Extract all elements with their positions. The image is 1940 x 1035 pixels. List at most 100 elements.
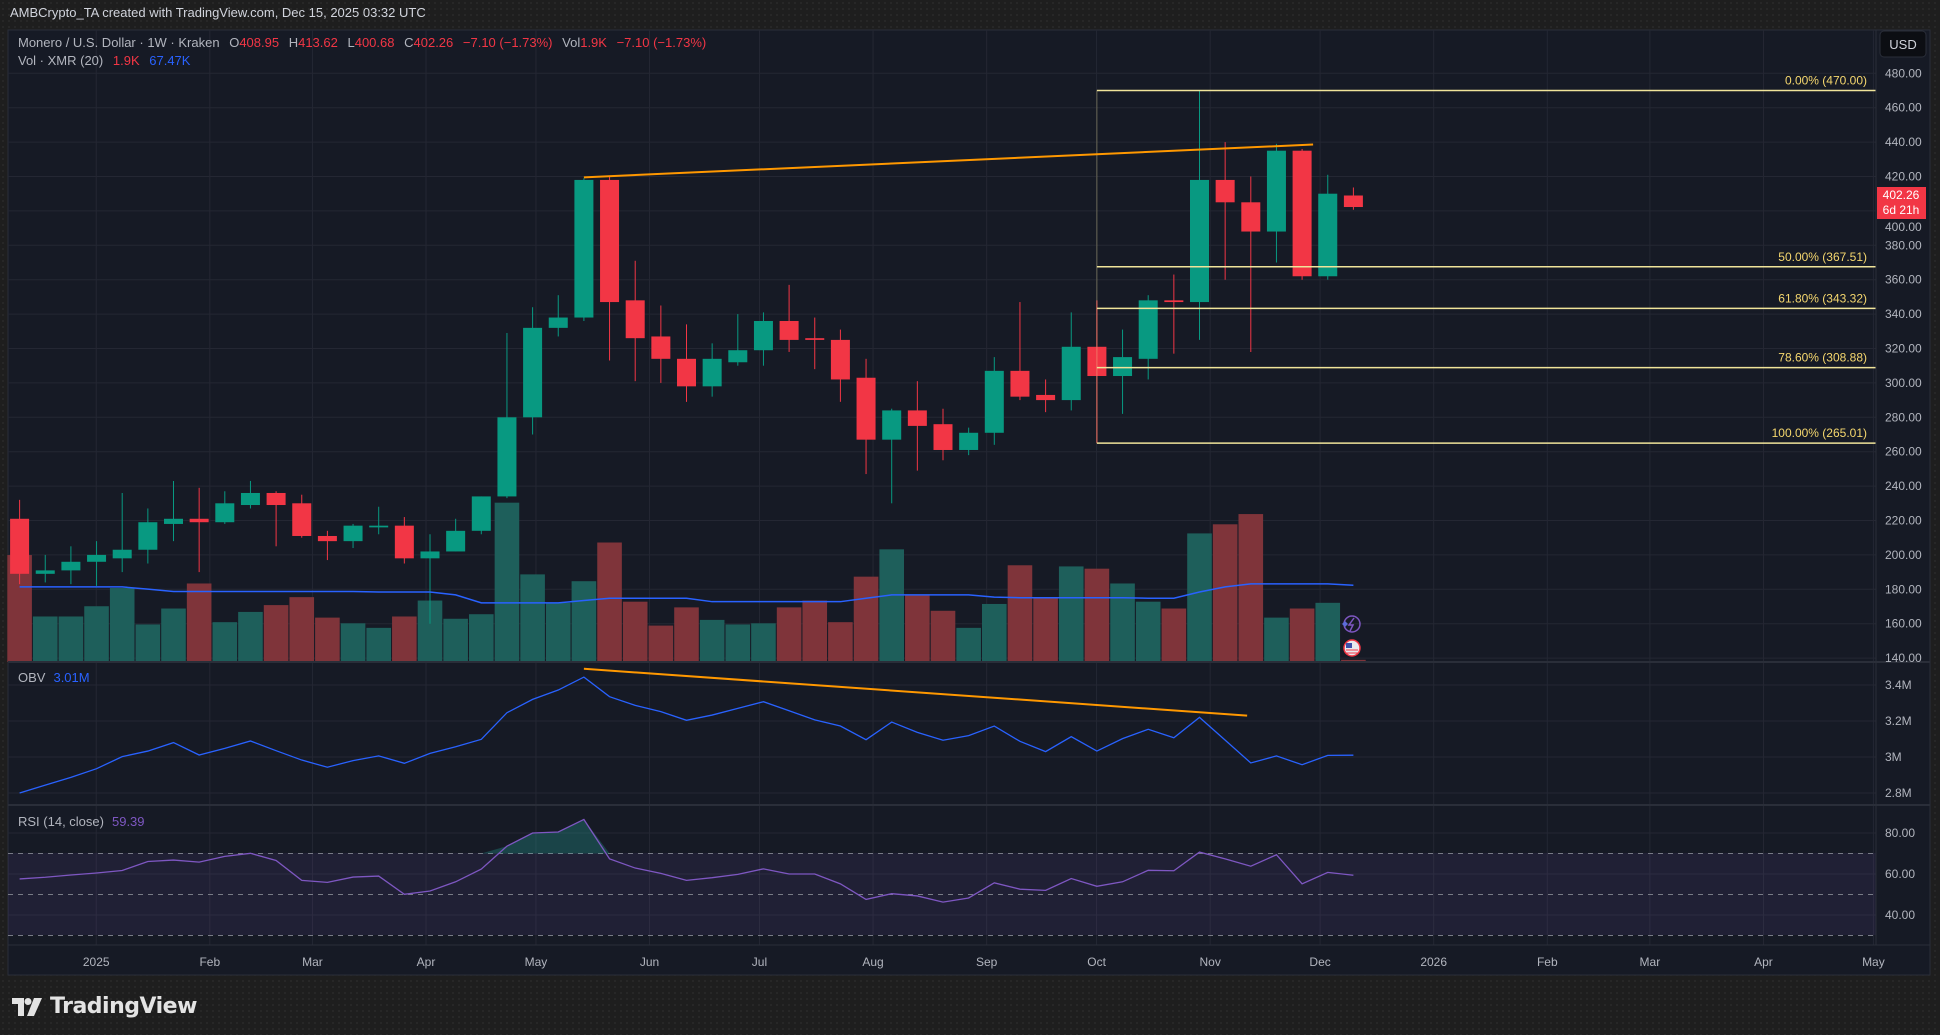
- time-tick-label: Nov: [1199, 955, 1220, 969]
- candle-body: [471, 496, 491, 531]
- last-price-value: 402.26: [1883, 188, 1920, 202]
- volume-bar: [443, 618, 468, 662]
- currency-label: USD: [1889, 37, 1916, 52]
- candle-body: [933, 424, 953, 450]
- svg-text:RSI (14, close)59.39: RSI (14, close) 59.39: [18, 814, 145, 829]
- price-tick-label: 220.00: [1885, 514, 1922, 528]
- price-tick-label: 440.00: [1885, 135, 1922, 149]
- candle-body: [266, 492, 286, 506]
- volume-bar: [725, 624, 751, 662]
- candle-body: [1215, 179, 1235, 203]
- candle-body: [138, 522, 158, 550]
- time-tick-label: May: [525, 955, 548, 969]
- volume-bar: [879, 549, 904, 662]
- candle-body: [548, 317, 568, 328]
- price-tick-label: 200.00: [1885, 548, 1922, 562]
- candle-body: [907, 410, 927, 426]
- candles[interactable]: [10, 90, 1363, 624]
- volume-bar: [186, 583, 212, 662]
- time-tick-label: May: [1862, 955, 1885, 969]
- price-tick-label: 240.00: [1885, 479, 1922, 493]
- indicator-lines: [19, 143, 1354, 903]
- volume-bar: [905, 594, 930, 662]
- volume-bar: [392, 616, 417, 662]
- legend-obv: OBV: [18, 670, 46, 685]
- candle-body: [1010, 370, 1030, 397]
- volume-bar: [520, 574, 545, 662]
- grid: [8, 30, 1876, 945]
- volume-bar: [1187, 533, 1212, 662]
- candle-body: [35, 570, 55, 574]
- candle-body: [61, 561, 81, 571]
- price-tick-label: 420.00: [1885, 170, 1922, 184]
- volume-bar: [1264, 617, 1289, 662]
- volume-bar: [802, 600, 828, 662]
- candle-body: [702, 358, 722, 387]
- volume-bar: [853, 576, 879, 662]
- candle-body: [112, 549, 132, 559]
- time-tick-label: Jun: [640, 955, 659, 969]
- time-tick-label: Dec: [1309, 955, 1330, 969]
- time-tick-label: 2025: [83, 955, 110, 969]
- candle-body: [1087, 346, 1107, 377]
- currency-button[interactable]: USD: [1879, 30, 1927, 58]
- fib-retracement[interactable]: 0.00% (470.00) 50.00% (367.51) 61.80% (343…: [1096, 74, 1876, 444]
- time-tick-label: Oct: [1087, 955, 1106, 969]
- candle-body: [1292, 150, 1312, 277]
- candle-body: [87, 554, 107, 562]
- svg-text:Vol · XMR (20) 1.9K: Vol · XMR (20) 1.9K 67.47K: [18, 53, 191, 68]
- volume-bar: [212, 622, 238, 662]
- candle-body: [984, 370, 1004, 433]
- legend: Monero / U.S. Dollar · 1W · Kraken O408.…: [18, 35, 706, 829]
- candle-body: [651, 336, 671, 359]
- candle-body: [677, 358, 696, 387]
- price-tick-label: 360.00: [1885, 273, 1922, 287]
- price-tick-label: 260.00: [1885, 445, 1922, 459]
- rsi-line: [19, 818, 1354, 903]
- obv-tick-label: 3M: [1885, 750, 1902, 764]
- fib-level-label: 100.00% (265.01): [1772, 426, 1867, 440]
- volume-bar: [545, 602, 571, 662]
- candle-body: [600, 179, 620, 303]
- candle-body: [1266, 150, 1286, 232]
- candle-body: [497, 417, 517, 497]
- volume-bar: [84, 606, 109, 662]
- candle-body: [215, 503, 235, 523]
- candle-body: [728, 350, 748, 363]
- volume-bar: [956, 627, 981, 662]
- lightning-event-icon[interactable]: [1342, 615, 1361, 633]
- candle-body: [1113, 357, 1133, 377]
- price-tick-label: 160.00: [1885, 617, 1922, 631]
- volume-bar: [135, 624, 161, 662]
- candle-body: [1343, 195, 1363, 208]
- volume-bar: [1289, 608, 1315, 662]
- volume-bar: [1161, 608, 1187, 662]
- candle-body: [625, 300, 645, 339]
- price-tick-label: 400.00: [1885, 220, 1922, 234]
- us-flag-event-icon[interactable]: [1343, 639, 1361, 657]
- chart-frame: [7, 29, 1931, 976]
- axes[interactable]: 480.00 460.00 440.00 420.00 400.00 380.00 360.…: [83, 66, 1922, 969]
- candle-body: [343, 525, 363, 542]
- volume-bar: [751, 623, 776, 662]
- volume-bar: [58, 616, 84, 662]
- svg-text:Monero / U.S. Dollar · 1W · Kr: Monero / U.S. Dollar · 1W · Kraken O408.…: [18, 35, 706, 50]
- price-tick-label: 380.00: [1885, 238, 1922, 252]
- volume-bar: [238, 611, 263, 662]
- candle-body: [856, 377, 876, 440]
- rsi-tick-label: 60.00: [1885, 867, 1915, 881]
- time-tick-label: Mar: [1640, 955, 1661, 969]
- time-tick-label: Mar: [302, 955, 323, 969]
- candle-body: [1190, 179, 1209, 303]
- candle-body: [317, 535, 337, 542]
- volume-bar: [648, 625, 674, 662]
- candle-body: [805, 338, 825, 340]
- candle-body: [189, 518, 209, 523]
- candle-body: [446, 530, 466, 552]
- tradingview-logo[interactable]: TradingView: [12, 994, 197, 1019]
- candle-body: [959, 432, 979, 450]
- candle-body: [1061, 346, 1081, 401]
- fib-level-label: 50.00% (367.51): [1778, 250, 1867, 264]
- time-tick-label: Sep: [976, 955, 998, 969]
